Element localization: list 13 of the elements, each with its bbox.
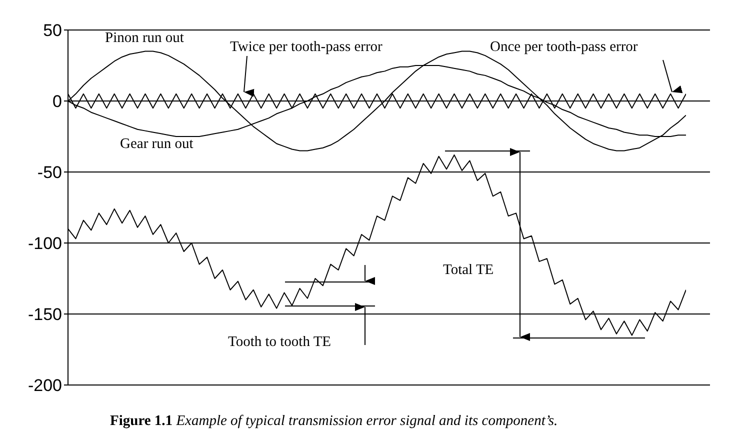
annotation: Twice per tooth-pass error bbox=[230, 39, 382, 55]
y-tick-label: 0 bbox=[52, 92, 62, 112]
annotation: Total TE bbox=[443, 262, 494, 278]
y-tick-label: -100 bbox=[28, 234, 62, 254]
annotation: Once per tooth-pass error bbox=[490, 39, 638, 55]
annotation: Tooth to tooth TE bbox=[228, 334, 332, 350]
annotation: Pinon run out bbox=[105, 30, 184, 46]
y-tick-label: -150 bbox=[28, 305, 62, 324]
y-tick-label: 50 bbox=[43, 21, 62, 40]
annotation: Gear run out bbox=[120, 136, 194, 152]
y-tick-label: -50 bbox=[37, 163, 62, 182]
y-tick-label: -200 bbox=[28, 376, 62, 396]
caption: Figure 1.1 Example of typical transmission error signal and its component’s. bbox=[110, 413, 558, 429]
